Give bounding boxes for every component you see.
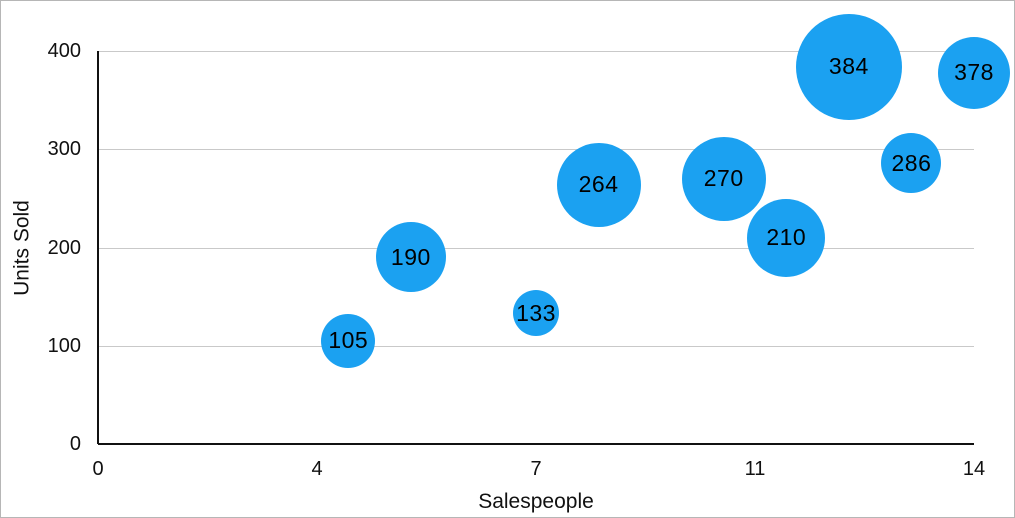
bubble-label: 384 (828, 53, 869, 80)
y-tick-label-0: 0 (69, 433, 81, 455)
x-axis-title: Salespeople (478, 490, 594, 513)
x-tick-label-14: 14 (962, 458, 986, 480)
bubble-label: 190 (390, 243, 431, 270)
bubble-label: 286 (891, 149, 932, 176)
y-tick-label-200: 200 (47, 236, 81, 259)
y-axis-line (97, 51, 99, 444)
gridline-y-200 (98, 247, 974, 249)
bubble-label: 378 (954, 59, 994, 86)
y-axis-title: Units Sold (10, 199, 34, 296)
bubble-384[interactable]: 384 (795, 13, 902, 120)
bubble-label: 210 (766, 224, 807, 251)
gridline-y-100 (98, 345, 974, 347)
y-tick-label-400: 400 (47, 40, 81, 62)
bubble-264[interactable]: 264 (556, 142, 641, 227)
y-tick-label-100: 100 (47, 334, 81, 357)
bubble-label: 105 (328, 327, 369, 354)
bubble-190[interactable]: 190 (375, 222, 446, 293)
bubble-286[interactable]: 286 (881, 133, 942, 193)
bubble-210[interactable]: 210 (747, 198, 826, 277)
x-tick-label-11: 11 (744, 458, 766, 480)
bubble-label: 264 (578, 171, 619, 198)
gridline-y-400 (98, 51, 974, 52)
bubble-label: 270 (703, 165, 744, 192)
bubble-133[interactable]: 133 (513, 290, 559, 337)
gridline-y-300 (98, 149, 974, 151)
bubble-378[interactable]: 378 (938, 36, 1010, 109)
bubble-105[interactable]: 105 (321, 313, 376, 368)
bubble-label: 133 (516, 299, 556, 326)
bubble-270[interactable]: 270 (681, 136, 766, 221)
x-tick-label-0: 0 (92, 458, 104, 480)
x-tick-label-4: 4 (311, 458, 323, 480)
y-tick-label-300: 300 (47, 138, 81, 161)
x-axis-line (98, 443, 974, 445)
x-tick-label-7: 7 (530, 458, 542, 480)
